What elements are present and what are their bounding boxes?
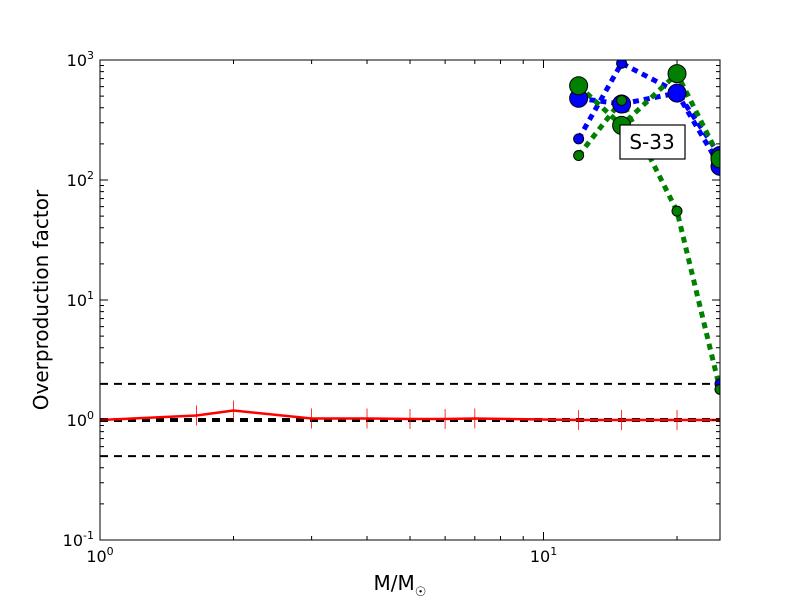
series-line — [576, 98, 720, 390]
series-lines — [100, 60, 720, 430]
data-point — [616, 60, 628, 69]
data-point — [667, 64, 687, 84]
y-tick-label: 102 — [67, 169, 94, 190]
x-axis-label: M/M☉ — [374, 571, 427, 600]
y-axis-label: Overproduction factor — [29, 189, 53, 410]
data-point — [667, 83, 687, 103]
plot-frame — [99, 59, 721, 541]
y-tick-label: 103 — [67, 49, 94, 70]
data-point — [573, 133, 585, 145]
x-axis-label-subscript: ☉ — [415, 585, 427, 600]
x-tick-label: 100 — [86, 545, 113, 566]
x-tick-label: 101 — [530, 545, 557, 566]
y-tick-label: 100 — [67, 409, 94, 430]
data-point — [573, 150, 585, 162]
annotation-label: S-33 — [629, 130, 674, 154]
data-point — [714, 383, 720, 395]
series-line — [576, 60, 720, 157]
data-point — [569, 76, 589, 96]
data-point — [671, 205, 683, 217]
series-line — [100, 409, 720, 422]
data-point — [710, 149, 720, 169]
plot-contents — [100, 60, 720, 458]
x-axis-label-base: M/M — [374, 571, 415, 595]
annotation-frame — [619, 124, 686, 160]
series-line — [578, 90, 720, 168]
plot-area — [100, 60, 720, 540]
data-point — [616, 94, 628, 106]
y-tick-label: 10-1 — [63, 529, 94, 550]
data-markers — [569, 60, 720, 395]
annotation-box: S-33 — [619, 124, 686, 160]
y-tick-label: 101 — [67, 289, 94, 310]
